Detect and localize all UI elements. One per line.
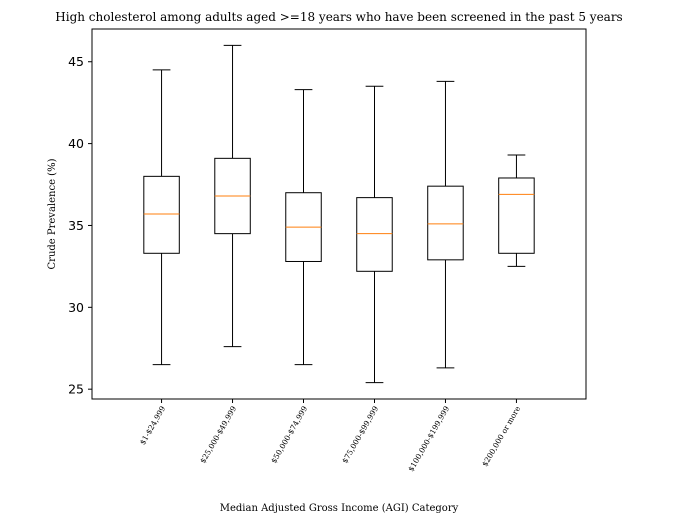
y-tick-label: 25 bbox=[68, 382, 84, 397]
box-group bbox=[143, 69, 180, 366]
x-tick-label: $25,000-$49,999 bbox=[198, 404, 238, 465]
x-tick-label: $50,000-$74,999 bbox=[269, 404, 309, 465]
box bbox=[498, 177, 535, 254]
y-axis: 25 30 35 40 45 bbox=[68, 54, 92, 397]
box-group bbox=[427, 80, 464, 369]
box-group bbox=[498, 154, 535, 267]
x-axis: $1-$24,999 $25,000-$49,999 $50,000-$74,999… bbox=[138, 399, 522, 473]
box-group bbox=[356, 85, 393, 384]
y-tick-label: 30 bbox=[68, 300, 84, 315]
x-tick-label: $1-$24,999 bbox=[138, 404, 167, 446]
x-tick-label: $200,000 or more bbox=[480, 404, 522, 468]
box-group bbox=[214, 44, 251, 348]
y-tick-label: 45 bbox=[68, 54, 84, 69]
y-axis-label: Crude Prevalence (%) bbox=[47, 158, 58, 269]
x-axis-label: Median Adjusted Gross Income (AGI) Categ… bbox=[220, 503, 459, 514]
chart-title: High cholesterol among adults aged >=18 … bbox=[55, 10, 622, 24]
box bbox=[427, 185, 464, 261]
x-tick-label: $100,000-$199,999 bbox=[406, 404, 451, 473]
y-tick-label: 35 bbox=[68, 218, 84, 233]
x-tick-label: $75,000-$99,999 bbox=[340, 404, 380, 465]
y-tick-label: 40 bbox=[68, 136, 84, 151]
box-group bbox=[285, 89, 322, 366]
box bbox=[143, 175, 180, 254]
boxplot-series bbox=[143, 44, 535, 384]
box bbox=[356, 197, 393, 272]
